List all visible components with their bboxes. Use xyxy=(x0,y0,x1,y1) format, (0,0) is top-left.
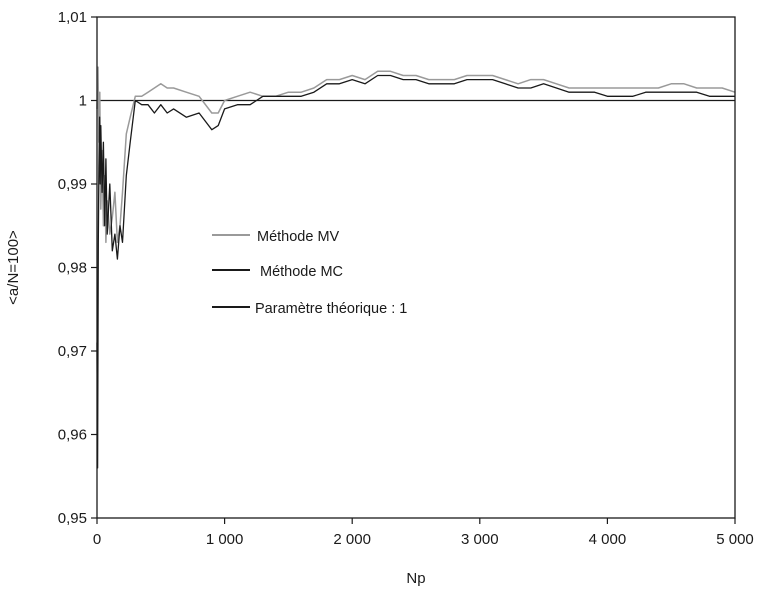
y-tick-label: 0,99 xyxy=(58,176,87,193)
y-tick-label: 0,97 xyxy=(58,343,87,360)
y-axis-ticks: 0,95 0,96 0,97 0,98 0,99 1 1,01 xyxy=(58,9,97,527)
x-axis-ticks: 0 1 000 2 000 3 000 4 000 5 000 xyxy=(93,518,754,548)
y-axis-title: <a/N=100> xyxy=(5,230,22,305)
x-axis-title: Np xyxy=(406,570,425,587)
y-tick-label: 1 xyxy=(79,93,87,110)
x-tick-label: 4 000 xyxy=(589,531,627,548)
x-tick-label: 5 000 xyxy=(716,531,754,548)
series-layer xyxy=(96,66,736,469)
x-tick-label: 0 xyxy=(93,531,101,548)
y-tick-label: 1,01 xyxy=(58,9,87,26)
x-tick-label: 3 000 xyxy=(461,531,499,548)
series-line-1 xyxy=(96,66,736,244)
y-tick-label: 0,98 xyxy=(58,260,87,277)
x-tick-label: 2 000 xyxy=(333,531,371,548)
y-tick-label: 0,95 xyxy=(58,510,87,527)
legend-label-2: Méthode MC xyxy=(260,264,343,280)
legend-label-3: Paramètre théorique : 1 xyxy=(255,301,407,317)
x-tick-label: 1 000 xyxy=(206,531,244,548)
legend: Méthode MV Méthode MC Paramètre théorique … xyxy=(212,229,407,317)
y-tick-label: 0,96 xyxy=(58,427,87,444)
legend-label-1: Méthode MV xyxy=(257,229,340,245)
series-line-2 xyxy=(96,74,735,469)
